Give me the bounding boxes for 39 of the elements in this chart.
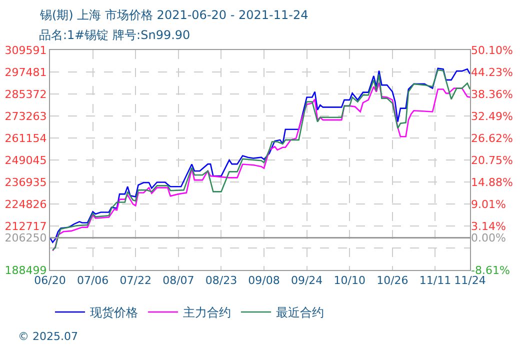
- x-tick-label: 08/07: [162, 274, 194, 288]
- y2-tick-label: 38.36%: [471, 88, 513, 101]
- legend-label: 现货价格: [90, 306, 138, 320]
- y-tick-label: 285372: [4, 88, 47, 101]
- y2-tick-label: 26.62%: [471, 132, 513, 145]
- x-tick-label: 06/20: [34, 274, 66, 288]
- y-tick-label: 224826: [4, 198, 47, 211]
- chart-title: 锡(期) 上海 市场价格 2021-06-20 - 2021-11-24: [39, 8, 308, 22]
- x-tick-label: 11/11: [419, 274, 452, 288]
- y2-tick-label: 44.23%: [471, 66, 513, 79]
- y2-tick-label: 32.49%: [471, 110, 513, 123]
- y-tick-label: 309591: [4, 44, 47, 57]
- x-tick-label: 10/26: [376, 274, 408, 288]
- y2-tick-label: 0.00%: [471, 232, 506, 245]
- y-tick-label: 297481: [4, 66, 47, 79]
- text: © 2025.07: [18, 330, 78, 343]
- y2-tick-label: 9.01%: [471, 198, 506, 211]
- legend-label: 最近合约: [276, 306, 324, 320]
- x-tick-label: 09/24: [290, 274, 323, 288]
- x-tick-label: 08/23: [205, 274, 238, 288]
- x-tick-label: 09/08: [248, 274, 280, 288]
- y-tick-label: 236935: [4, 176, 47, 189]
- y2-tick-label: -8.61%: [471, 264, 510, 277]
- y2-tick-label: 20.75%: [471, 154, 513, 167]
- y-tick-label: 188499: [4, 264, 47, 277]
- legend-label: 主力合约: [183, 306, 231, 320]
- y2-tick-label: 50.10%: [471, 44, 513, 57]
- x-tick-label: 10/10: [334, 274, 366, 288]
- x-tick-label: 11/24: [454, 274, 486, 288]
- y-tick-label: 249045: [4, 154, 47, 167]
- y-tick-label: 261154: [4, 132, 47, 145]
- y-tick-label: 212717: [4, 220, 47, 233]
- y-tick-label: 273263: [4, 110, 47, 123]
- y2-tick-label: 3.14%: [471, 220, 506, 233]
- y-tick-label: 206250: [4, 232, 47, 245]
- chart-subtitle: 品名:1#锡锭 牌号:Sn99.90: [39, 28, 190, 42]
- x-tick-label: 07/06: [76, 274, 109, 288]
- y2-tick-label: 14.88%: [471, 176, 513, 189]
- x-tick-label: 07/22: [120, 274, 152, 288]
